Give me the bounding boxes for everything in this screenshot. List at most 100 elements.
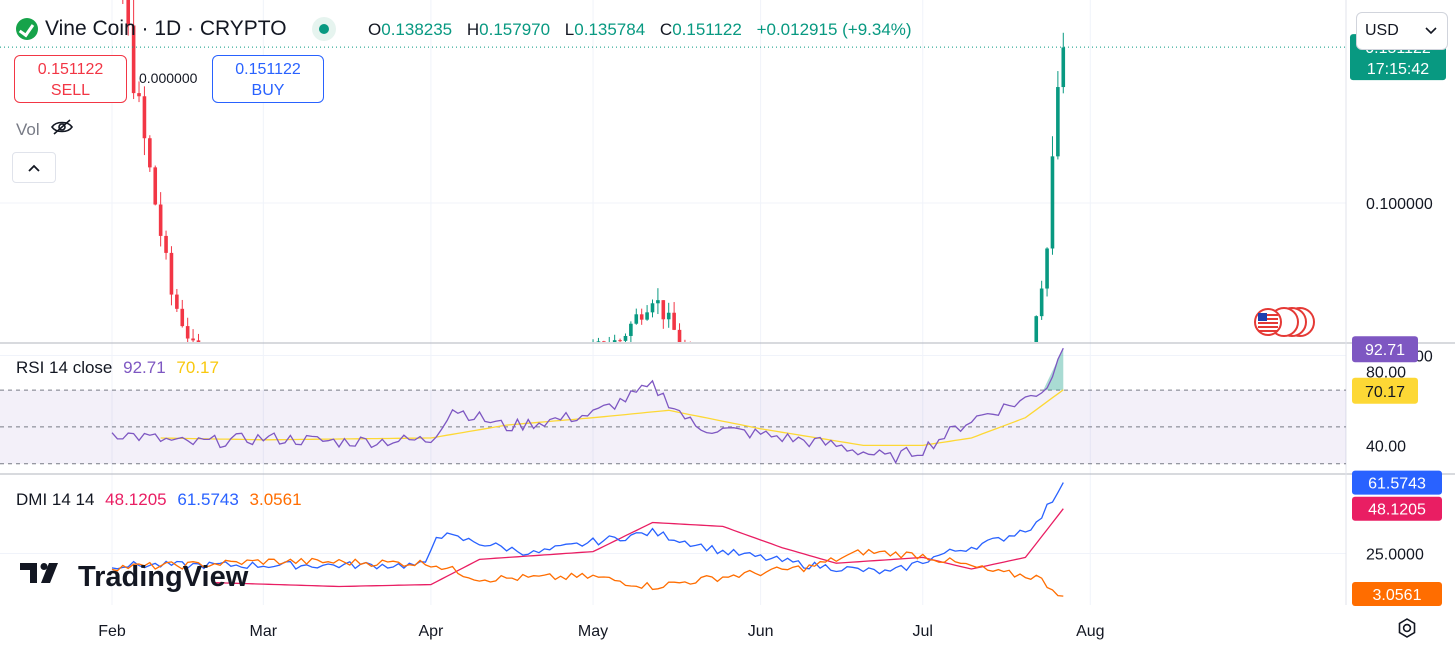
candle-body[interactable] xyxy=(175,294,179,309)
rsi-ma-tag[interactable] xyxy=(1352,377,1418,404)
buy-button[interactable]: 0.151122 BUY xyxy=(212,55,324,103)
volume-legend: Vol xyxy=(16,118,74,141)
candle-body[interactable] xyxy=(689,347,693,352)
candle-body[interactable] xyxy=(602,341,606,350)
tradingview-mark-icon xyxy=(20,560,68,594)
candle-body[interactable] xyxy=(164,235,168,253)
candle-body[interactable] xyxy=(650,303,655,313)
candle-body[interactable] xyxy=(1039,288,1044,317)
candle-body[interactable] xyxy=(1061,47,1066,88)
candle-body[interactable] xyxy=(1013,380,1017,381)
currency-value: USD xyxy=(1365,22,1399,39)
candle-body[interactable] xyxy=(191,338,195,341)
candle-body[interactable] xyxy=(710,380,714,382)
collapse-legend-button[interactable] xyxy=(12,152,56,183)
candle-body[interactable] xyxy=(153,167,158,205)
market-status-icon[interactable] xyxy=(311,17,336,41)
candle-body[interactable] xyxy=(618,340,622,342)
rsi-ma-line[interactable] xyxy=(160,389,1064,447)
candle-body[interactable] xyxy=(180,308,185,327)
rsi-line[interactable] xyxy=(111,347,1064,465)
candle-body[interactable] xyxy=(196,340,201,357)
candle-body[interactable] xyxy=(158,204,163,236)
flag-stripe xyxy=(1258,322,1278,324)
volume-label: Vol xyxy=(16,119,40,139)
candle-body[interactable] xyxy=(1007,379,1011,380)
candle-body[interactable] xyxy=(607,346,611,349)
candle-body[interactable] xyxy=(699,365,703,375)
candle-body[interactable] xyxy=(1024,375,1028,377)
minus-di-tag[interactable] xyxy=(1352,582,1442,606)
adx-line[interactable] xyxy=(214,508,1064,588)
candle-body[interactable] xyxy=(694,352,698,365)
high-label: H xyxy=(466,20,480,39)
candle-body[interactable] xyxy=(1034,316,1039,343)
eye-hidden-icon[interactable] xyxy=(50,118,74,141)
plus-di-tag[interactable] xyxy=(1352,470,1442,495)
candle-body[interactable] xyxy=(137,93,141,97)
candle-body[interactable] xyxy=(997,384,1001,386)
sell-button[interactable]: 0.151122 SELL xyxy=(14,55,127,103)
candle-body[interactable] xyxy=(672,312,676,330)
adx-tag[interactable] xyxy=(1352,496,1442,521)
candle-body[interactable] xyxy=(596,341,601,343)
rsi-tick-label: 80.00 xyxy=(1366,365,1406,382)
candle-body[interactable] xyxy=(666,312,671,320)
us-flag-events-icon[interactable] xyxy=(1254,307,1315,337)
rsi-value-tag[interactable] xyxy=(1352,336,1418,363)
sell-label: SELL xyxy=(50,82,91,99)
candle-body[interactable] xyxy=(148,138,152,168)
candle-body[interactable] xyxy=(1029,343,1033,375)
candle-body[interactable] xyxy=(418,383,422,388)
flag-stripe xyxy=(1258,326,1278,328)
candle-body[interactable] xyxy=(424,371,428,384)
candle-body[interactable] xyxy=(169,252,174,295)
plus-di-line[interactable] xyxy=(111,482,1064,575)
candle-body[interactable] xyxy=(656,300,660,304)
candle-body[interactable] xyxy=(1050,156,1055,249)
settings-gear-icon[interactable] xyxy=(1394,615,1420,641)
symbol-title[interactable]: Vine Coin · 1D · CRYPTO xyxy=(45,17,287,40)
currency-select[interactable]: USD xyxy=(1356,12,1448,50)
high-value: 0.157970 xyxy=(479,20,551,39)
candle-body[interactable] xyxy=(705,375,709,382)
x-axis-tick-label: Jul xyxy=(913,623,933,640)
candle-body[interactable] xyxy=(1002,379,1006,383)
candle-body[interactable] xyxy=(580,377,584,382)
candle-body[interactable] xyxy=(716,380,720,390)
candle-body[interactable] xyxy=(639,314,644,320)
candle-body[interactable] xyxy=(126,0,131,26)
adx-tag-label: 48.1205 xyxy=(1368,502,1426,519)
spread-value: 0.000000 xyxy=(139,70,198,86)
candle-body[interactable] xyxy=(142,96,147,139)
x-axis-tick-label: Aug xyxy=(1076,623,1104,640)
chevron-down-icon xyxy=(1425,22,1437,38)
candle-body[interactable] xyxy=(131,25,136,94)
minus-di-line[interactable] xyxy=(111,548,1064,597)
candle-body[interactable] xyxy=(683,343,687,347)
flag-stripe xyxy=(1258,330,1278,332)
candle-body[interactable] xyxy=(677,329,682,344)
candle-body[interactable] xyxy=(623,335,628,341)
rsi-legend[interactable]: RSI 14 close 92.71 70.17 xyxy=(16,358,219,378)
close-label: C xyxy=(659,20,673,39)
dmi-tick-label: 25.0000 xyxy=(1366,547,1424,564)
candle-body[interactable] xyxy=(1056,87,1060,157)
candle-body[interactable] xyxy=(586,357,590,377)
candle-body[interactable] xyxy=(1045,248,1049,289)
open-value: 0.138235 xyxy=(381,20,453,39)
x-axis-tick-label: Mar xyxy=(250,623,278,640)
candle-body[interactable] xyxy=(661,300,666,320)
tradingview-logo[interactable]: TradingView xyxy=(20,560,248,594)
candle-body[interactable] xyxy=(1018,377,1022,381)
brand-name: TradingView xyxy=(78,560,249,593)
dmi-legend[interactable]: DMI 14 14 48.1205 61.5743 3.0561 xyxy=(16,490,302,510)
x-axis-tick-label: Jun xyxy=(748,623,774,640)
candle-body[interactable] xyxy=(612,340,617,346)
close-value: 0.151122 xyxy=(672,20,742,39)
candle-body[interactable] xyxy=(629,323,633,336)
candle-body[interactable] xyxy=(645,312,649,320)
candle-body[interactable] xyxy=(634,314,639,324)
candle-body[interactable] xyxy=(185,326,190,339)
